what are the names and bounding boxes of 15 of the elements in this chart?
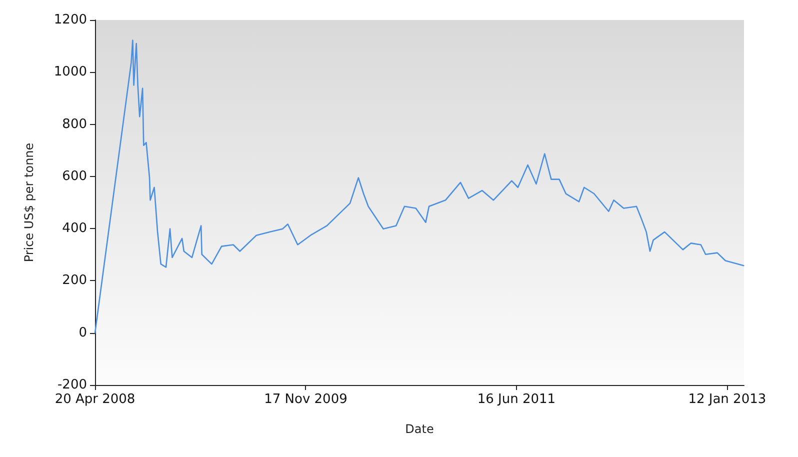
y-tick-label: 1000 — [54, 64, 87, 80]
y-tick-label: 800 — [62, 116, 87, 132]
y-tick-label: 1200 — [54, 12, 87, 28]
x-tick-label: 16 Jun 2011 — [477, 392, 556, 407]
line-series — [94, 40, 744, 334]
x-tick-label: 12 Jan 2013 — [688, 392, 766, 407]
y-tick-label: 600 — [62, 168, 87, 184]
y-tick-label: 400 — [62, 221, 87, 236]
x-axis-title: Date — [405, 422, 434, 436]
x-tick-label: 17 Nov 2009 — [264, 392, 348, 407]
y-axis-title: Price US$ per tonne — [22, 142, 36, 262]
y-tick-label: -200 — [57, 378, 87, 392]
x-tick-label: 20 Apr 2008 — [54, 392, 136, 407]
y-tick-label: 0 — [78, 325, 87, 340]
y-tick-label: 200 — [62, 273, 87, 288]
